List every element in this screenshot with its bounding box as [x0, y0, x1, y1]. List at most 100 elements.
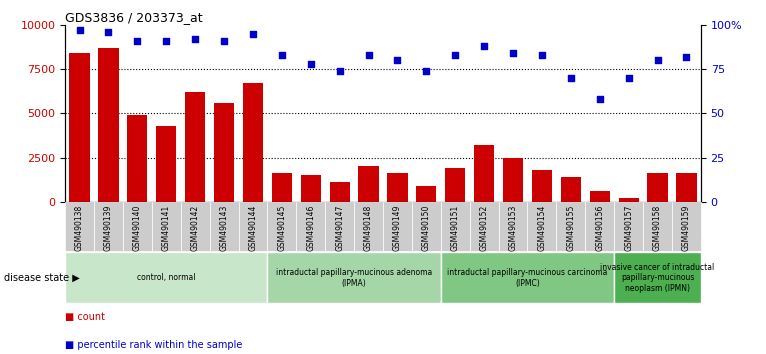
- Point: [103, 29, 115, 35]
- Point: [333, 68, 345, 74]
- Text: intraductal papillary-mucinous adenoma
(IPMA): intraductal papillary-mucinous adenoma (…: [276, 268, 432, 287]
- Text: GSM490148: GSM490148: [364, 204, 373, 251]
- Text: GSM490153: GSM490153: [509, 204, 518, 251]
- Text: GSM490144: GSM490144: [248, 204, 257, 251]
- Point: [189, 36, 201, 42]
- Bar: [440, 252, 614, 303]
- Point: [680, 54, 692, 59]
- Text: GSM490140: GSM490140: [133, 204, 142, 251]
- Point: [507, 50, 519, 56]
- Bar: [267, 252, 440, 303]
- Text: GDS3836 / 203373_at: GDS3836 / 203373_at: [65, 11, 203, 24]
- Point: [623, 75, 635, 81]
- Bar: [643, 202, 672, 251]
- Bar: [532, 170, 552, 202]
- Bar: [445, 168, 466, 202]
- Point: [362, 52, 375, 58]
- Point: [131, 38, 143, 44]
- Bar: [383, 202, 412, 251]
- Bar: [470, 202, 499, 251]
- Text: GSM490143: GSM490143: [220, 204, 228, 251]
- Text: GSM490146: GSM490146: [306, 204, 316, 251]
- Text: GSM490138: GSM490138: [75, 204, 84, 251]
- Text: GSM490150: GSM490150: [422, 204, 430, 251]
- Bar: [614, 202, 643, 251]
- Point: [449, 52, 461, 58]
- Text: invasive cancer of intraductal
papillary-mucinous
neoplasm (IPMN): invasive cancer of intraductal papillary…: [601, 263, 715, 293]
- Point: [391, 57, 404, 63]
- Bar: [590, 191, 610, 202]
- Bar: [326, 202, 354, 251]
- Bar: [561, 177, 581, 202]
- Text: GSM490139: GSM490139: [104, 204, 113, 251]
- Bar: [329, 182, 350, 202]
- Text: GSM490156: GSM490156: [595, 204, 604, 251]
- Point: [594, 96, 606, 102]
- Text: GSM490155: GSM490155: [566, 204, 575, 251]
- Text: GSM490149: GSM490149: [393, 204, 402, 251]
- Bar: [70, 53, 90, 202]
- Text: GSM490159: GSM490159: [682, 204, 691, 251]
- Bar: [123, 202, 152, 251]
- Text: disease state ▶: disease state ▶: [4, 273, 80, 283]
- Bar: [358, 166, 378, 202]
- Text: GSM490147: GSM490147: [336, 204, 344, 251]
- Point: [565, 75, 577, 81]
- Text: ■ percentile rank within the sample: ■ percentile rank within the sample: [65, 340, 243, 350]
- Bar: [300, 175, 321, 202]
- Point: [478, 43, 490, 49]
- Bar: [238, 202, 267, 251]
- Text: control, normal: control, normal: [137, 273, 195, 282]
- Bar: [272, 173, 292, 202]
- Bar: [618, 198, 639, 202]
- Bar: [614, 252, 701, 303]
- Bar: [528, 202, 556, 251]
- Bar: [499, 202, 528, 251]
- Bar: [388, 173, 408, 202]
- Bar: [296, 202, 326, 251]
- Text: GSM490157: GSM490157: [624, 204, 633, 251]
- Bar: [440, 202, 470, 251]
- Bar: [416, 186, 437, 202]
- Point: [421, 68, 433, 74]
- Bar: [267, 202, 296, 251]
- Bar: [243, 83, 263, 202]
- Bar: [127, 115, 148, 202]
- Text: GSM490141: GSM490141: [162, 204, 171, 251]
- Text: ■ count: ■ count: [65, 312, 105, 321]
- Bar: [152, 202, 181, 251]
- Text: GSM490145: GSM490145: [277, 204, 286, 251]
- Bar: [214, 103, 234, 202]
- Point: [160, 38, 172, 44]
- Point: [74, 27, 86, 33]
- Bar: [156, 126, 176, 202]
- Bar: [412, 202, 440, 251]
- Bar: [94, 202, 123, 251]
- Text: GSM490152: GSM490152: [480, 204, 489, 251]
- Bar: [676, 173, 696, 202]
- Bar: [503, 158, 523, 202]
- Bar: [65, 252, 267, 303]
- Text: GSM490158: GSM490158: [653, 204, 662, 251]
- Bar: [185, 92, 205, 202]
- Bar: [181, 202, 210, 251]
- Point: [651, 57, 663, 63]
- Point: [305, 61, 317, 67]
- Bar: [585, 202, 614, 251]
- Bar: [474, 145, 494, 202]
- Bar: [647, 173, 668, 202]
- Point: [247, 31, 259, 36]
- Point: [218, 38, 231, 44]
- Bar: [210, 202, 238, 251]
- Text: GSM490151: GSM490151: [450, 204, 460, 251]
- Point: [535, 52, 548, 58]
- Bar: [65, 202, 94, 251]
- Bar: [556, 202, 585, 251]
- Text: GSM490154: GSM490154: [538, 204, 546, 251]
- Bar: [354, 202, 383, 251]
- Point: [276, 52, 288, 58]
- Bar: [98, 48, 119, 202]
- Bar: [672, 202, 701, 251]
- Text: GSM490142: GSM490142: [191, 204, 200, 251]
- Text: intraductal papillary-mucinous carcinoma
(IPMC): intraductal papillary-mucinous carcinoma…: [447, 268, 607, 287]
